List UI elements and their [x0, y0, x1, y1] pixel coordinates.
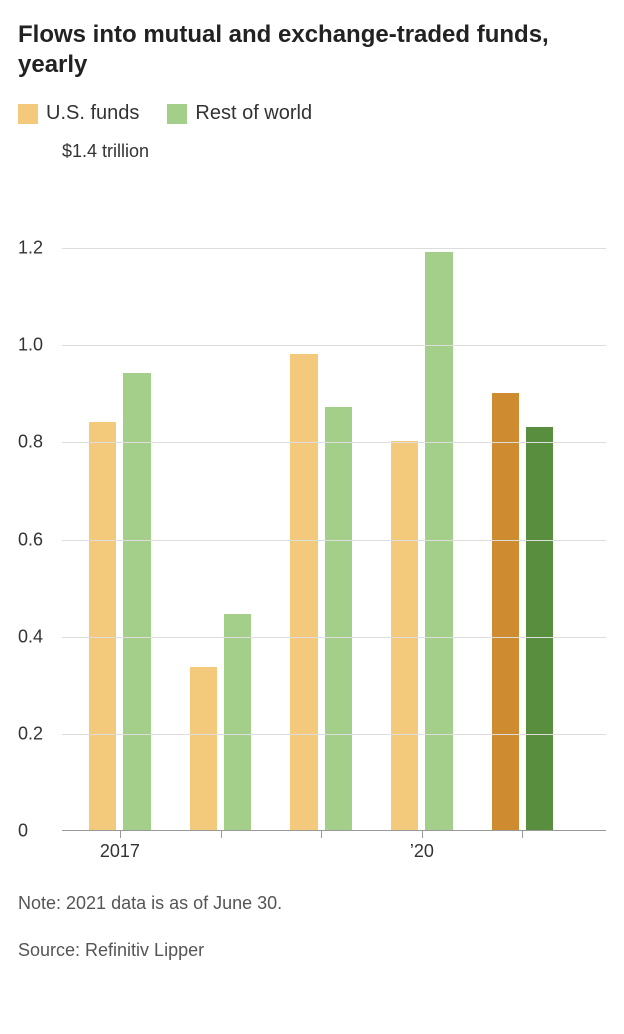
x-tick-label: ’20 [410, 841, 434, 862]
y-tick-label: 0.2 [18, 723, 58, 744]
chart-note: Note: 2021 data is as of June 30. [18, 889, 606, 918]
legend-label: Rest of world [195, 102, 312, 125]
bar [190, 667, 217, 830]
y-tick-label: 1.0 [18, 335, 58, 356]
gridline [62, 734, 606, 735]
bar [425, 252, 452, 830]
bar [290, 354, 317, 830]
bar [224, 614, 251, 830]
x-tick-mark [221, 831, 222, 838]
gridline [62, 637, 606, 638]
y-tick-label: 0.8 [18, 432, 58, 453]
bar [89, 422, 116, 830]
gridline [62, 345, 606, 346]
bar [526, 427, 553, 830]
legend-swatch [167, 104, 187, 124]
plot-area: 1.21.00.80.60.40.20 [62, 151, 606, 831]
y-tick-label: 0 [18, 821, 58, 842]
gridline [62, 442, 606, 443]
legend-label: U.S. funds [46, 102, 139, 125]
gridline [62, 540, 606, 541]
bar [492, 393, 519, 830]
plot-wrap: $1.4 trillion 1.21.00.80.60.40.20 2017’2… [18, 151, 606, 871]
y-tick-label: 0.4 [18, 626, 58, 647]
legend-item: U.S. funds [18, 102, 139, 125]
legend-swatch [18, 104, 38, 124]
legend-item: Rest of world [167, 102, 312, 125]
chart-title: Flows into mutual and exchange-traded fu… [18, 20, 606, 80]
chart-source: Source: Refinitiv Lipper [18, 936, 606, 965]
bar [325, 407, 352, 830]
bars-layer [62, 151, 606, 830]
x-tick-mark [422, 831, 423, 838]
x-tick-mark [522, 831, 523, 838]
legend: U.S. funds Rest of world [18, 102, 606, 125]
x-axis: 2017 ’20 [62, 831, 606, 871]
x-tick-mark [120, 831, 121, 838]
gridline [62, 248, 606, 249]
y-tick-label: 1.2 [18, 238, 58, 259]
x-tick-label: 2017 [100, 841, 140, 862]
y-tick-label: 0.6 [18, 529, 58, 550]
x-tick-mark [321, 831, 322, 838]
